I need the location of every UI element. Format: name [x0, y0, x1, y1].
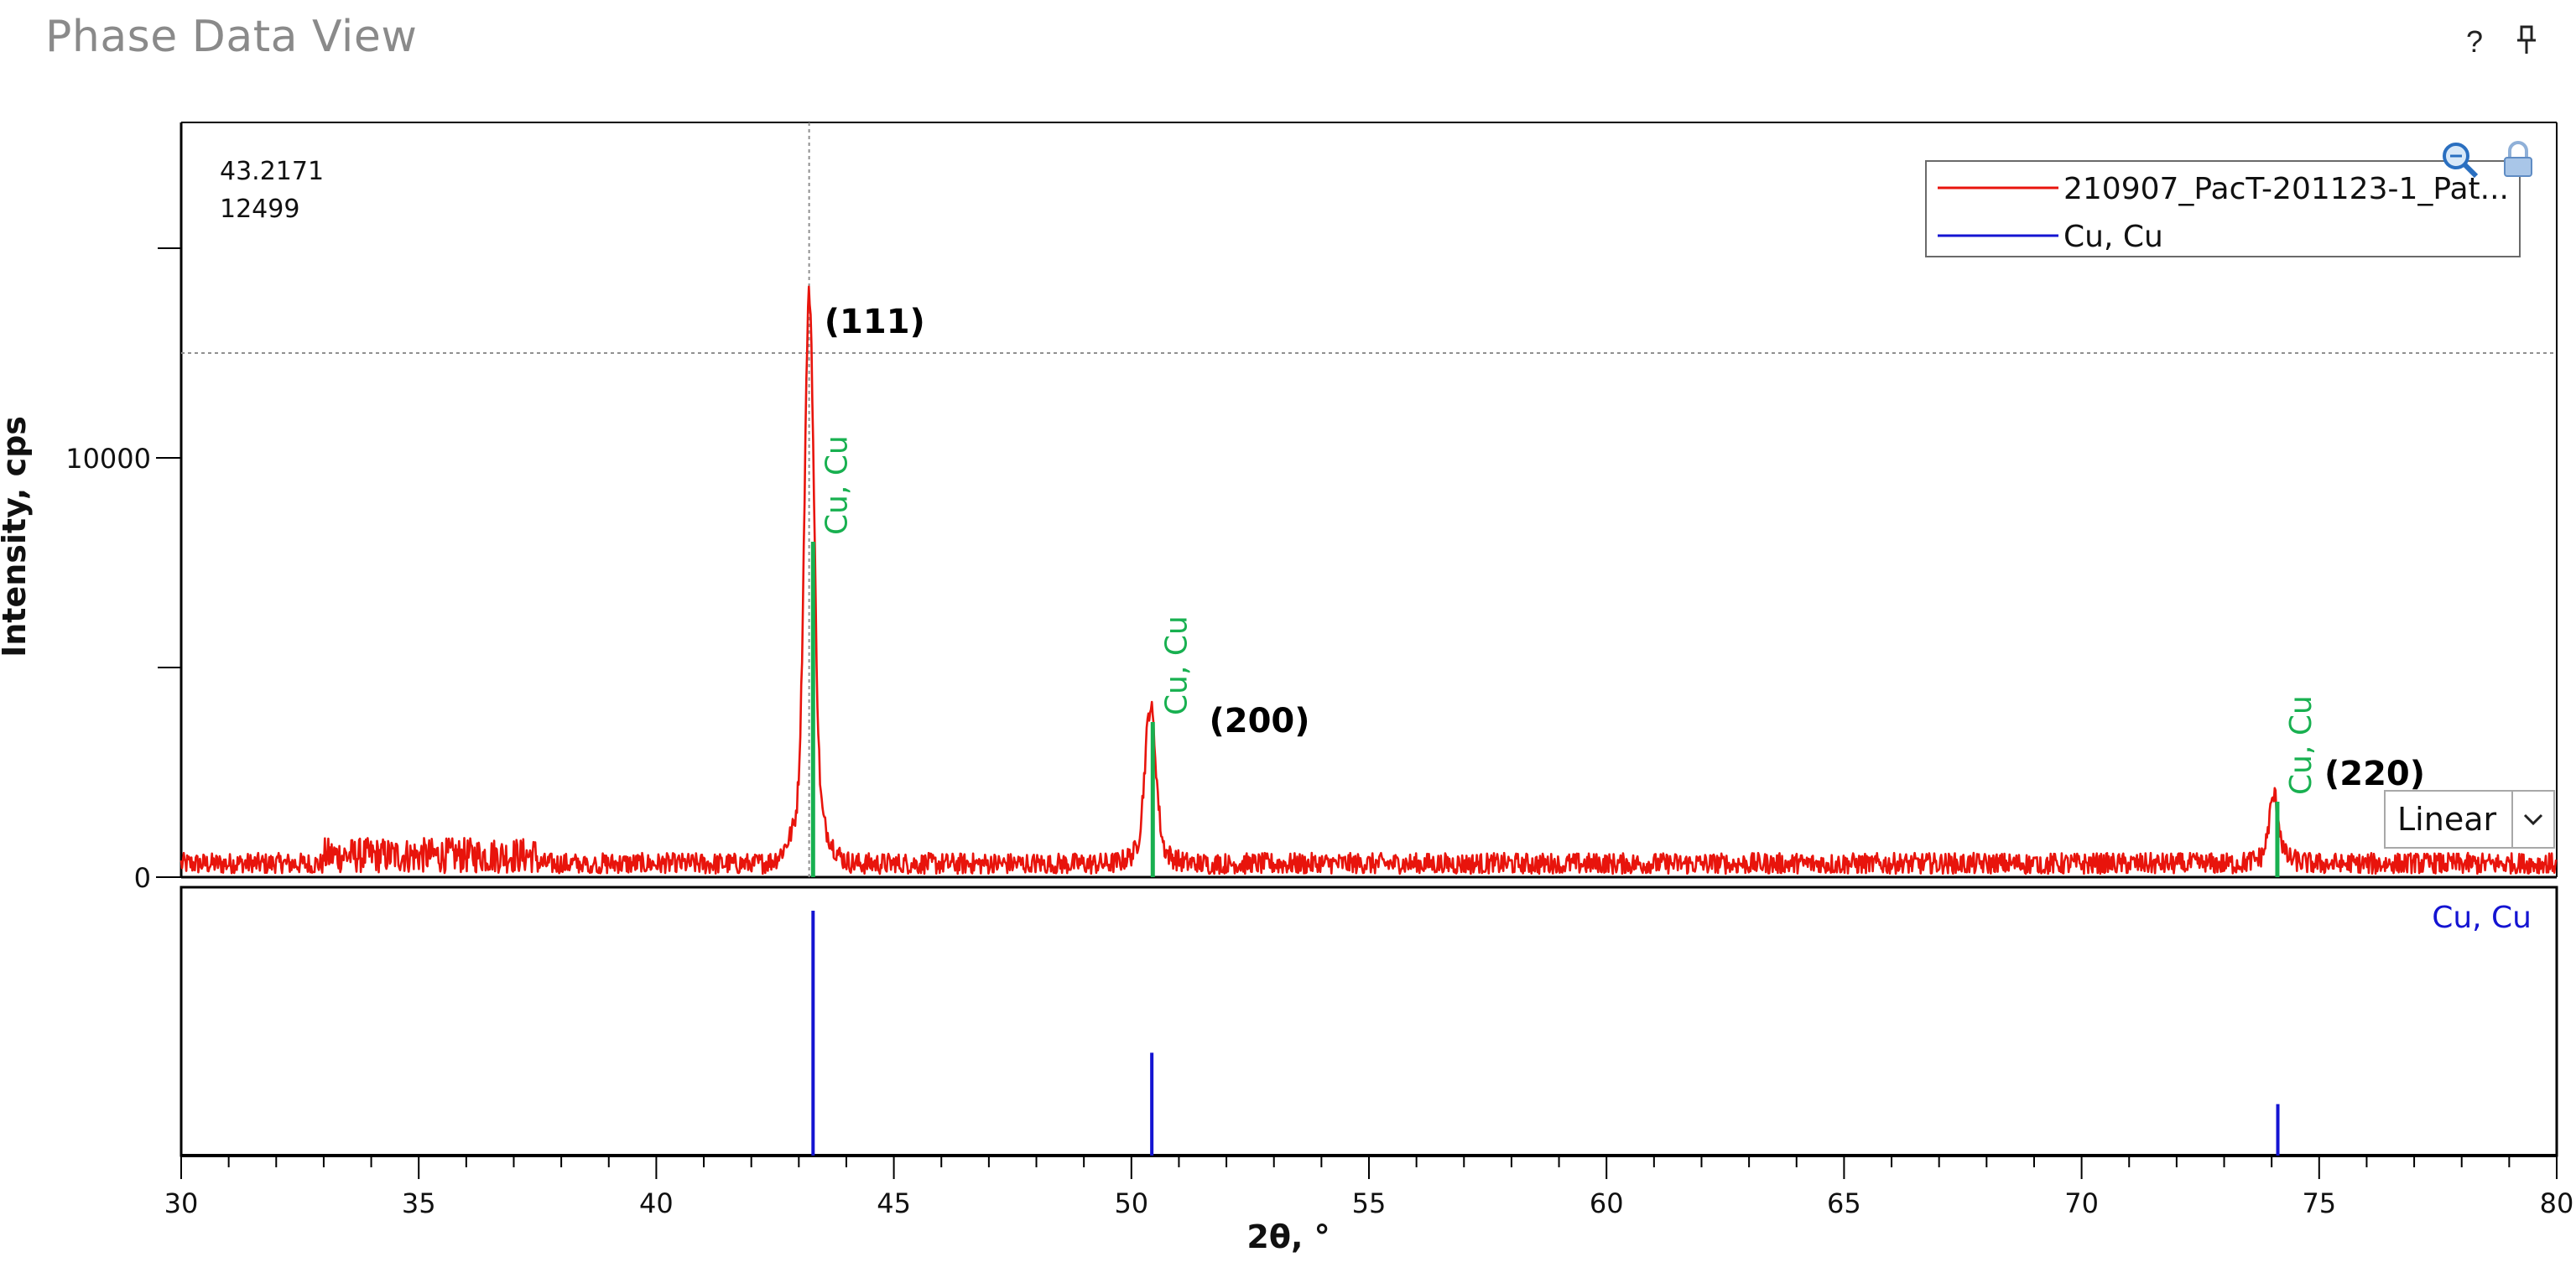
x-tick-label: 80	[2540, 1187, 2574, 1219]
legend-box	[1925, 160, 2521, 257]
series-line-pattern	[180, 285, 2558, 875]
y-tick-label: 10000	[65, 443, 151, 475]
x-tick-label: 30	[164, 1187, 199, 1219]
scale-select[interactable]: Linear	[2384, 790, 2555, 849]
legend-label-pattern: 210907_PacT-201123-1_Pat...	[2063, 172, 2509, 206]
scale-select-value: Linear	[2397, 801, 2497, 838]
x-tick-label: 40	[639, 1187, 674, 1219]
panel-title: Phase Data View	[45, 12, 418, 62]
stick-pane-frame	[180, 886, 2558, 1157]
chevron-down-icon[interactable]	[2511, 792, 2553, 847]
x-tick-label: 65	[1827, 1187, 1861, 1219]
reference-sticks	[811, 911, 2280, 1156]
x-axis-ticks: 30 35 40 45 50 55 60 65 70 75 80	[164, 1156, 2574, 1219]
x-tick-label: 75	[2302, 1187, 2336, 1219]
peak-annotations: (111) (200) (220)	[825, 303, 2425, 793]
lock-icon[interactable]	[2498, 139, 2538, 179]
x-tick-label: 70	[2064, 1187, 2099, 1219]
peak-annotation: (111)	[825, 303, 925, 341]
y-tick-label: 0	[134, 862, 151, 894]
phase-marker-label: Cu, Cu	[2284, 695, 2318, 795]
help-button[interactable]: ?	[2465, 24, 2484, 59]
x-tick-label: 35	[402, 1187, 436, 1219]
y-axis-title: Intensity, cps	[0, 416, 33, 657]
zoom-icon[interactable]	[2439, 139, 2480, 179]
x-tick-label: 45	[877, 1187, 911, 1219]
stick-pane-label: Cu, Cu	[2432, 901, 2532, 935]
x-tick-label: 50	[1114, 1187, 1148, 1219]
x-tick-label: 55	[1352, 1187, 1387, 1219]
peak-annotation: (220)	[2324, 755, 2425, 793]
pin-icon-glyph	[2517, 25, 2536, 54]
y-axis-ticks: 0 10000	[65, 247, 181, 894]
lock-icon-glyph	[2504, 141, 2532, 177]
zoom-icon-glyph	[2443, 143, 2479, 179]
pin-icon[interactable]	[2510, 23, 2543, 60]
x-tick-label: 60	[1590, 1187, 1624, 1219]
phase-markers: Cu, Cu Cu, Cu Cu, Cu	[810, 435, 2318, 877]
chevron-down-glyph	[2523, 813, 2543, 826]
x-axis-title: 2θ, °	[1246, 1218, 1330, 1255]
legend[interactable]: 210907_PacT-201123-1_Pat... Cu, Cu	[1925, 160, 2521, 257]
cursor-x-readout: 43.2171	[220, 157, 324, 186]
phase-marker-label: Cu, Cu	[1159, 616, 1194, 715]
peak-annotation: (200)	[1209, 702, 1309, 740]
cursor-y-readout: 12499	[220, 195, 299, 224]
phase-marker-label: Cu, Cu	[820, 435, 854, 535]
legend-label-reference: Cu, Cu	[2063, 220, 2163, 254]
